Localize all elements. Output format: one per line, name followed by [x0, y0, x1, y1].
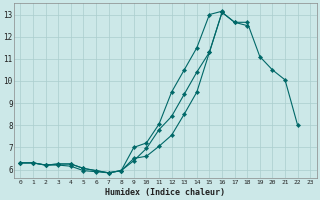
- X-axis label: Humidex (Indice chaleur): Humidex (Indice chaleur): [105, 188, 225, 197]
